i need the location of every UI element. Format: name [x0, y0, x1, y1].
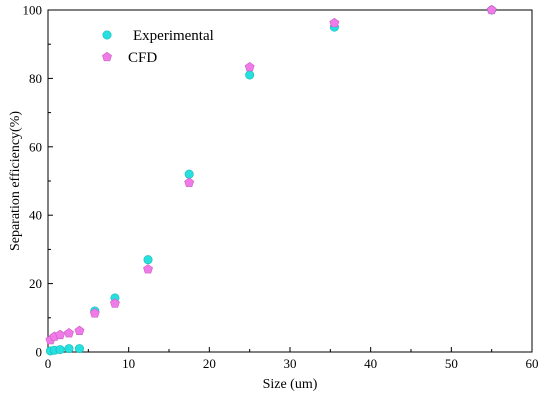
- cfd-point: [329, 17, 340, 28]
- x-tick-label: 20: [203, 356, 216, 371]
- y-tick-label: 40: [29, 208, 42, 223]
- cfd-point: [110, 298, 120, 308]
- experimental-point: [64, 344, 74, 354]
- y-tick-label: 100: [23, 3, 43, 18]
- series-cfd: [45, 4, 497, 345]
- experimental-point: [245, 70, 255, 80]
- x-tick-label: 50: [445, 356, 458, 371]
- plot-frame: [47, 9, 533, 353]
- y-tick-label: 0: [36, 345, 43, 360]
- cfd-point: [244, 61, 255, 72]
- data-marks: [45, 4, 497, 356]
- y-tick-label: 60: [29, 139, 42, 154]
- cfd-point: [74, 325, 85, 335]
- x-tick-label: 40: [364, 356, 377, 371]
- experimental-point: [55, 345, 65, 355]
- legend-item-cfd: CFD: [102, 50, 157, 66]
- x-tick-label: 0: [45, 356, 52, 371]
- legend-label-cfd: CFD: [128, 50, 157, 66]
- legend-circle-marker: [102, 30, 112, 40]
- axis-ticks: 0 10 20 30 40 50 60 0 20 40 60 80 100: [23, 3, 539, 372]
- x-tick-label: 30: [284, 356, 297, 371]
- y-tick-label: 20: [29, 276, 42, 291]
- legend-item-experimental: Experimental: [102, 28, 214, 44]
- experimental-point: [143, 255, 153, 265]
- cfd-point: [55, 329, 66, 340]
- experimental-point: [74, 344, 84, 354]
- legend: Experimental CFD: [102, 28, 214, 66]
- y-axis-label: Separation efficiency(%): [8, 111, 23, 251]
- x-axis-label: Size (um): [263, 377, 318, 392]
- series-experimental: [45, 5, 497, 356]
- legend-pentagon-marker: [102, 51, 112, 62]
- legend-marker-experimental: [102, 30, 112, 40]
- legend-marker-cfd: [102, 51, 112, 62]
- legend-label-experimental: Experimental: [133, 28, 214, 44]
- x-tick-label: 60: [526, 356, 539, 371]
- y-tick-label: 80: [29, 71, 42, 86]
- cfd-point: [486, 4, 497, 15]
- x-tick-label: 10: [122, 356, 135, 371]
- cfd-point: [143, 264, 153, 274]
- cfd-point: [184, 177, 195, 187]
- cfd-point: [64, 328, 74, 338]
- cfd-point: [89, 308, 100, 318]
- experimental-point: [184, 169, 194, 179]
